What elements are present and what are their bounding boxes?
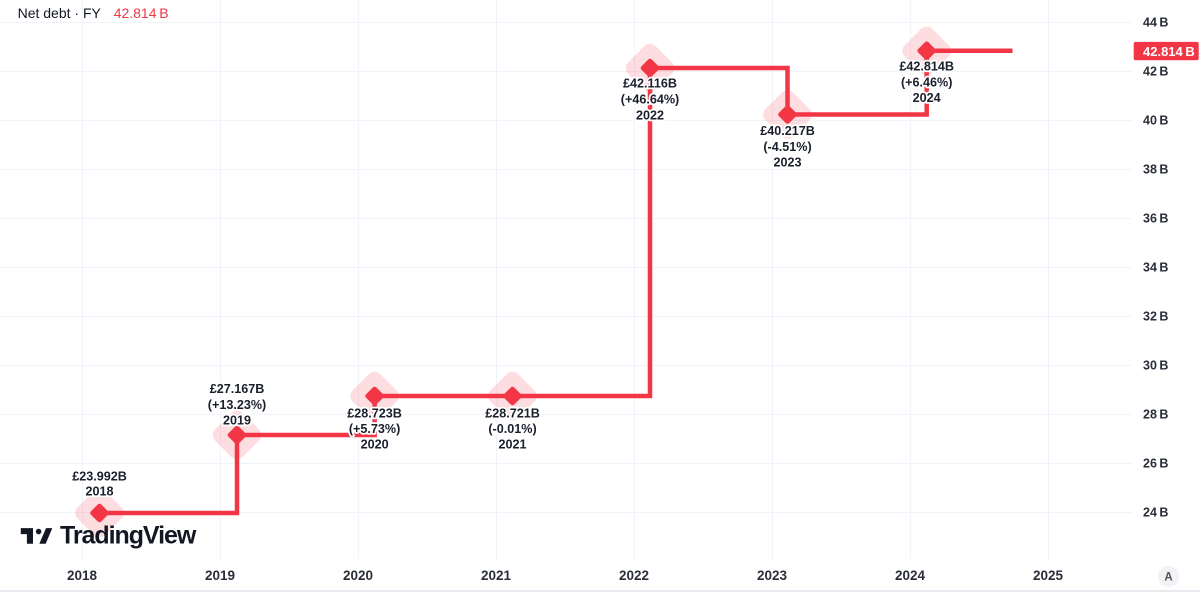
svg-text:2021: 2021 — [498, 438, 526, 452]
svg-text:26 B: 26 B — [1143, 457, 1168, 471]
svg-text:2022: 2022 — [636, 109, 664, 123]
svg-text:2020: 2020 — [343, 568, 373, 583]
svg-text:£40.217B: £40.217B — [760, 124, 815, 138]
svg-text:36 B: 36 B — [1143, 212, 1168, 226]
svg-text:2024: 2024 — [895, 568, 926, 583]
svg-text:2021: 2021 — [481, 568, 512, 583]
svg-text:2018: 2018 — [67, 568, 98, 583]
svg-text:42.814 B: 42.814 B — [114, 5, 169, 21]
svg-text:TradingView: TradingView — [60, 522, 197, 550]
svg-text:£28.723B: £28.723B — [347, 406, 402, 420]
svg-text:2018: 2018 — [85, 485, 113, 499]
svg-text:2020: 2020 — [361, 438, 389, 452]
svg-text:£23.992B: £23.992B — [72, 470, 127, 484]
svg-text:2022: 2022 — [619, 568, 649, 583]
svg-text:34 B: 34 B — [1143, 261, 1168, 275]
svg-text:£28.721B: £28.721B — [485, 406, 540, 420]
svg-text:38 B: 38 B — [1143, 163, 1168, 177]
svg-text:2024: 2024 — [913, 91, 941, 105]
svg-text:28 B: 28 B — [1143, 408, 1168, 422]
svg-text:(+5.73%): (+5.73%) — [349, 422, 400, 436]
svg-text:Net debt · FY: Net debt · FY — [18, 5, 102, 21]
svg-text:£42.814B: £42.814B — [899, 59, 954, 73]
svg-text:40 B: 40 B — [1143, 114, 1168, 128]
svg-text:A: A — [1164, 572, 1172, 584]
svg-text:2019: 2019 — [223, 414, 251, 428]
svg-text:2023: 2023 — [773, 156, 801, 170]
svg-text:42 B: 42 B — [1143, 65, 1168, 79]
svg-text:2025: 2025 — [1033, 568, 1064, 583]
svg-text:(+6.46%): (+6.46%) — [901, 76, 952, 90]
svg-text:24 B: 24 B — [1143, 506, 1168, 520]
svg-text:2019: 2019 — [205, 568, 235, 583]
svg-text:(-4.51%): (-4.51%) — [763, 140, 811, 154]
svg-text:2023: 2023 — [757, 568, 788, 583]
svg-text:(+13.23%): (+13.23%) — [208, 398, 266, 412]
svg-text:£27.167B: £27.167B — [210, 382, 265, 396]
svg-text:£42.116B: £42.116B — [623, 77, 677, 91]
svg-text:44 B: 44 B — [1143, 16, 1168, 30]
svg-text:(-0.01%): (-0.01%) — [488, 422, 536, 436]
svg-text:32 B: 32 B — [1143, 310, 1168, 324]
svg-text:(+46.64%): (+46.64%) — [621, 93, 679, 107]
svg-text:42.814 B: 42.814 B — [1143, 44, 1195, 59]
svg-text:30 B: 30 B — [1143, 359, 1168, 373]
